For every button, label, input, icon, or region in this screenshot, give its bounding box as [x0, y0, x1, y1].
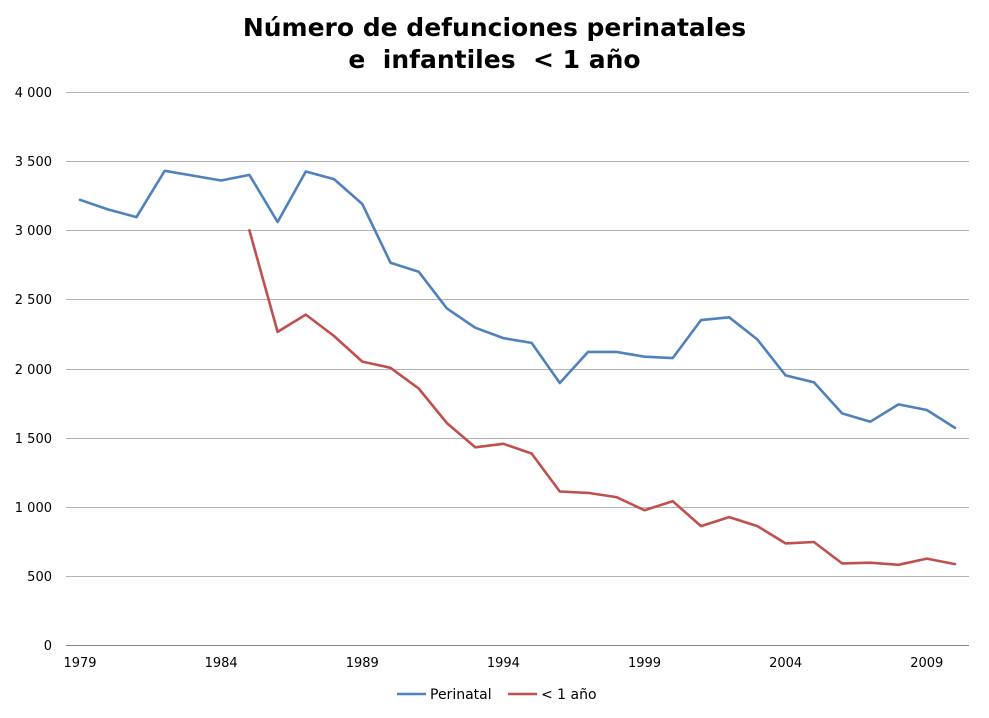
y-tick-label: 2 500	[15, 293, 52, 308]
y-tick-label: 0	[44, 639, 52, 654]
y-tick-label: 4 000	[15, 86, 52, 101]
y-tick-label: 1 500	[15, 432, 52, 447]
series-line-perinatal	[78, 169, 957, 430]
series-line-infant	[248, 229, 957, 567]
x-tick-label: 2009	[910, 656, 943, 671]
x-tick-label: 1989	[346, 656, 379, 671]
x-tick-label: 1994	[487, 656, 520, 671]
y-tick-label: 1 000	[15, 501, 52, 516]
x-tick-label: 2004	[769, 656, 802, 671]
y-tick-label: 500	[27, 570, 52, 585]
chart-title-line-2: e infantiles < 1 año	[348, 45, 641, 74]
x-tick-label: 1979	[63, 656, 96, 671]
legend-label: Perinatal	[430, 687, 492, 703]
y-tick-label: 3 000	[15, 224, 52, 239]
chart-title-line-1: Número de defunciones perinatales	[242, 13, 747, 42]
x-tick-label: 1999	[628, 656, 661, 671]
legend-label: < 1 año	[541, 687, 597, 703]
y-tick-label: 2 000	[15, 363, 52, 378]
x-tick-label: 1984	[205, 656, 238, 671]
y-tick-label: 3 500	[15, 155, 52, 170]
